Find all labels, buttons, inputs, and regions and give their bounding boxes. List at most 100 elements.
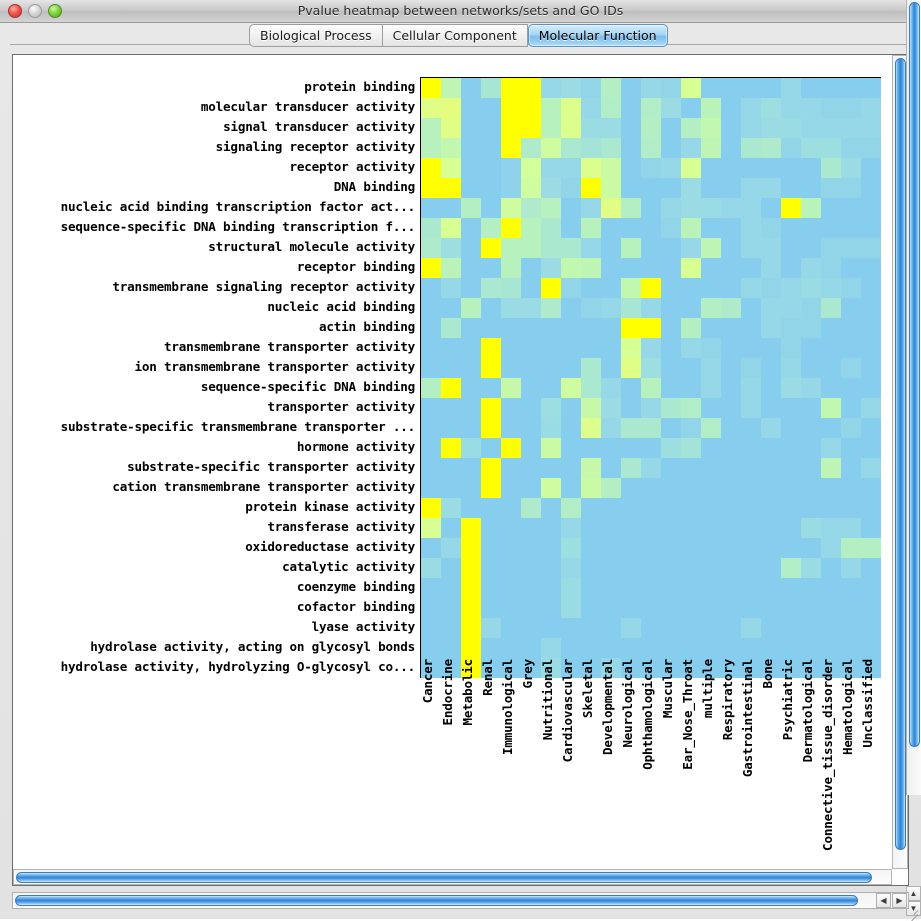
heatmap-cell[interactable] [441, 438, 461, 458]
heatmap-cell[interactable] [701, 258, 721, 278]
heatmap-cell[interactable] [421, 578, 441, 598]
heatmap-cell[interactable] [501, 658, 521, 678]
heatmap-cell[interactable] [861, 358, 881, 378]
tab-biological-process[interactable]: Biological Process [249, 24, 383, 47]
heatmap-cell[interactable] [821, 438, 841, 458]
heatmap-cell[interactable] [421, 138, 441, 158]
heatmap-cell[interactable] [441, 338, 461, 358]
heatmap-cell[interactable] [561, 498, 581, 518]
heatmap-cell[interactable] [421, 618, 441, 638]
heatmap-cell[interactable] [481, 218, 501, 238]
heatmap-cell[interactable] [501, 318, 521, 338]
heatmap-cell[interactable] [841, 418, 861, 438]
heatmap-cell[interactable] [761, 418, 781, 438]
heatmap-cell[interactable] [441, 78, 461, 98]
heatmap-cell[interactable] [481, 298, 501, 318]
heatmap-cell[interactable] [461, 538, 481, 558]
heatmap-cell[interactable] [821, 158, 841, 178]
heatmap-cell[interactable] [481, 158, 501, 178]
heatmap-cell[interactable] [741, 358, 761, 378]
heatmap-cell[interactable] [561, 158, 581, 178]
heatmap-cell[interactable] [821, 278, 841, 298]
heatmap-cell[interactable] [541, 78, 561, 98]
heatmap-cell[interactable] [681, 118, 701, 138]
heatmap-cell[interactable] [841, 118, 861, 138]
heatmap-cell[interactable] [641, 538, 661, 558]
heatmap-cell[interactable] [801, 298, 821, 318]
heatmap-cell[interactable] [501, 638, 521, 658]
heatmap-cell[interactable] [841, 298, 861, 318]
heatmap-cell[interactable] [621, 178, 641, 198]
heatmap-cell[interactable] [481, 418, 501, 438]
heatmap-cell[interactable] [501, 78, 521, 98]
heatmap-cell[interactable] [621, 518, 641, 538]
heatmap-cell[interactable] [501, 458, 521, 478]
heatmap-cell[interactable] [521, 278, 541, 298]
heatmap-cell[interactable] [581, 438, 601, 458]
heatmap-cell[interactable] [761, 558, 781, 578]
heatmap-cell[interactable] [461, 258, 481, 278]
heatmap-cell[interactable] [441, 398, 461, 418]
heatmap-cell[interactable] [801, 598, 821, 618]
heatmap-cell[interactable] [521, 98, 541, 118]
heatmap-cell[interactable] [601, 438, 621, 458]
heatmap-cell[interactable] [461, 78, 481, 98]
heatmap-cell[interactable] [661, 498, 681, 518]
heatmap-cell[interactable] [841, 478, 861, 498]
heatmap-cell[interactable] [681, 378, 701, 398]
heatmap-cell[interactable] [461, 198, 481, 218]
heatmap-cell[interactable] [601, 238, 621, 258]
heatmap-cell[interactable] [541, 638, 561, 658]
heatmap-cell[interactable] [821, 518, 841, 538]
heatmap-cell[interactable] [561, 598, 581, 618]
heatmap-cell[interactable] [601, 98, 621, 118]
heatmap-cell[interactable] [541, 438, 561, 458]
heatmap-cell[interactable] [521, 158, 541, 178]
heatmap-cell[interactable] [461, 658, 481, 678]
heatmap-cell[interactable] [781, 478, 801, 498]
heatmap-cell[interactable] [741, 558, 761, 578]
heatmap-cell[interactable] [581, 638, 601, 658]
heatmap-cell[interactable] [721, 138, 741, 158]
heatmap-cell[interactable] [661, 278, 681, 298]
heatmap-cell[interactable] [781, 198, 801, 218]
heatmap-cell[interactable] [461, 598, 481, 618]
heatmap-cell[interactable] [761, 158, 781, 178]
heatmap-cell[interactable] [521, 78, 541, 98]
heatmap-cell[interactable] [701, 338, 721, 358]
heatmap-cell[interactable] [801, 478, 821, 498]
heatmap-cell[interactable] [701, 558, 721, 578]
heatmap-cell[interactable] [601, 318, 621, 338]
heatmap-cell[interactable] [681, 78, 701, 98]
heatmap-cell[interactable] [681, 158, 701, 178]
heatmap-cell[interactable] [701, 538, 721, 558]
minimize-button[interactable] [28, 4, 42, 18]
heatmap-cell[interactable] [561, 618, 581, 638]
heatmap-cell[interactable] [661, 418, 681, 438]
heatmap-cell[interactable] [841, 618, 861, 638]
heatmap-cell[interactable] [761, 258, 781, 278]
heatmap-cell[interactable] [601, 518, 621, 538]
heatmap-cell[interactable] [801, 318, 821, 338]
heatmap-cell[interactable] [581, 298, 601, 318]
heatmap-cell[interactable] [541, 318, 561, 338]
heatmap-cell[interactable] [741, 418, 761, 438]
heatmap-cell[interactable] [821, 418, 841, 438]
heatmap-cell[interactable] [661, 198, 681, 218]
heatmap-cell[interactable] [561, 378, 581, 398]
heatmap-cell[interactable] [781, 278, 801, 298]
heatmap-cell[interactable] [761, 578, 781, 598]
heatmap-cell[interactable] [701, 78, 721, 98]
heatmap-cell[interactable] [421, 638, 441, 658]
heatmap-cell[interactable] [501, 418, 521, 438]
heatmap-cell[interactable] [441, 138, 461, 158]
heatmap-cell[interactable] [661, 98, 681, 118]
heatmap-cell[interactable] [721, 278, 741, 298]
heatmap-cell[interactable] [761, 198, 781, 218]
heatmap-cell[interactable] [821, 378, 841, 398]
heatmap-cell[interactable] [521, 138, 541, 158]
heatmap-cell[interactable] [461, 278, 481, 298]
heatmap-cell[interactable] [421, 498, 441, 518]
heatmap-cell[interactable] [641, 138, 661, 158]
heatmap-cell[interactable] [421, 338, 441, 358]
